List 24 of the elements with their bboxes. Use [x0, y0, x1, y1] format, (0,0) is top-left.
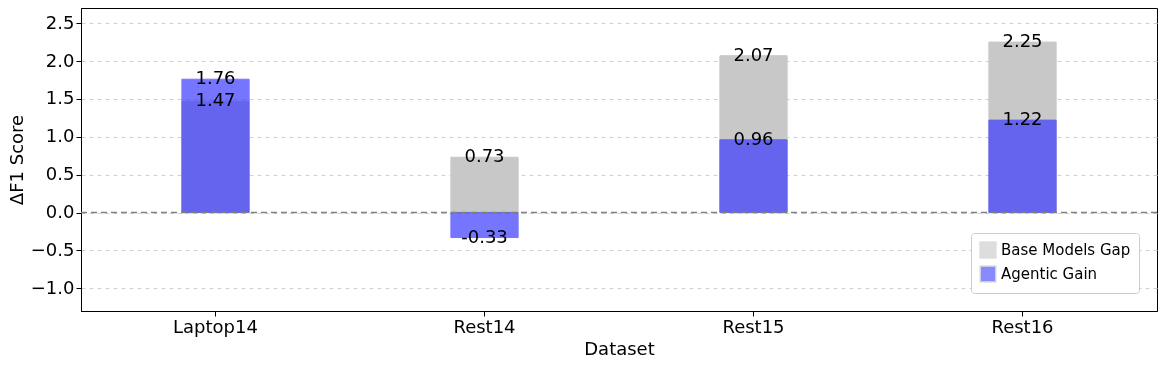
data-label: 2.07	[733, 43, 774, 65]
y-tick-label: −0.5	[30, 238, 75, 260]
data-label: 1.47	[195, 89, 236, 111]
legend-label: Agentic Gain	[1001, 265, 1098, 283]
x-tick-label: Rest16	[991, 315, 1054, 337]
data-label: 0.73	[464, 145, 505, 167]
data-label: 0.96	[733, 127, 774, 149]
y-tick-label: 2.5	[45, 11, 75, 33]
y-tick-label: 0.5	[45, 163, 75, 185]
legend-label: Base Models Gap	[1001, 241, 1131, 259]
y-tick-label: 0.0	[45, 201, 75, 223]
data-label: 2.25	[1002, 30, 1043, 52]
x-tick-label: Rest15	[722, 315, 785, 337]
x-tick-label: Rest14	[453, 315, 516, 337]
x-axis-title: Dataset	[584, 337, 655, 359]
data-label: 1.22	[1002, 108, 1043, 130]
y-axis-title: ΔF1 Score	[5, 114, 27, 206]
y-tick-label: −1.0	[30, 276, 75, 298]
y-tick-label: 2.0	[45, 49, 75, 71]
data-label: 1.76	[195, 67, 236, 89]
data-label: -0.33	[461, 225, 508, 247]
y-tick-label: 1.5	[45, 87, 75, 109]
x-tick-label: Laptop14	[173, 315, 258, 337]
y-tick-label: 1.0	[45, 125, 75, 147]
